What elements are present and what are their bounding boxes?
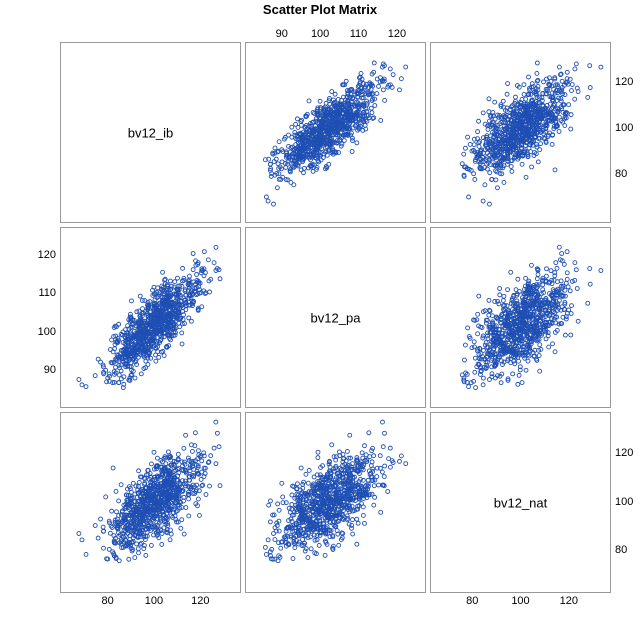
- scatter-svg: [246, 43, 425, 222]
- axis-tick: 110: [347, 28, 371, 40]
- scatter-svg: [431, 228, 610, 407]
- scatter-cell: [245, 412, 426, 593]
- axis-tick: 100: [142, 595, 166, 607]
- chart-title: Scatter Plot Matrix: [0, 2, 640, 17]
- scatter-cell: [430, 227, 611, 408]
- scatter-cell: [60, 412, 241, 593]
- scatter-cell: [60, 227, 241, 408]
- scatter-cell: [245, 42, 426, 223]
- variable-label: bv12_ib: [128, 125, 174, 140]
- axis-tick: 100: [509, 595, 533, 607]
- scatter-svg: [246, 413, 425, 592]
- axis-tick: 80: [615, 168, 627, 180]
- axis-tick: 80: [96, 595, 120, 607]
- axis-tick: 90: [30, 364, 56, 376]
- axis-tick: 110: [30, 287, 56, 299]
- variable-label: bv12_pa: [311, 310, 361, 325]
- scatter-svg: [61, 228, 240, 407]
- scatter-cell: [430, 42, 611, 223]
- axis-tick: 120: [615, 76, 633, 88]
- axis-tick: 120: [188, 595, 212, 607]
- axis-tick: 100: [308, 28, 332, 40]
- axis-tick: 120: [615, 447, 633, 459]
- axis-tick: 120: [30, 249, 56, 261]
- axis-tick: 120: [385, 28, 409, 40]
- diagonal-cell: bv12_nat: [430, 412, 611, 593]
- diagonal-cell: bv12_ib: [60, 42, 241, 223]
- axis-tick: 100: [30, 326, 56, 338]
- scatter-svg: [61, 413, 240, 592]
- axis-tick: 80: [460, 595, 484, 607]
- scatter-svg: [431, 43, 610, 222]
- chart-container: Scatter Plot Matrix bv12_ib bv12_pa bv12_n…: [0, 0, 640, 640]
- axis-tick: 120: [557, 595, 581, 607]
- diagonal-cell: bv12_pa: [245, 227, 426, 408]
- axis-tick: 100: [615, 496, 633, 508]
- axis-tick: 80: [615, 544, 627, 556]
- axis-tick: 90: [270, 28, 294, 40]
- variable-label: bv12_nat: [494, 495, 548, 510]
- axis-tick: 100: [615, 122, 633, 134]
- scatter-matrix-grid: bv12_ibbv12_pabv12_nat901001101209010011…: [60, 42, 611, 593]
